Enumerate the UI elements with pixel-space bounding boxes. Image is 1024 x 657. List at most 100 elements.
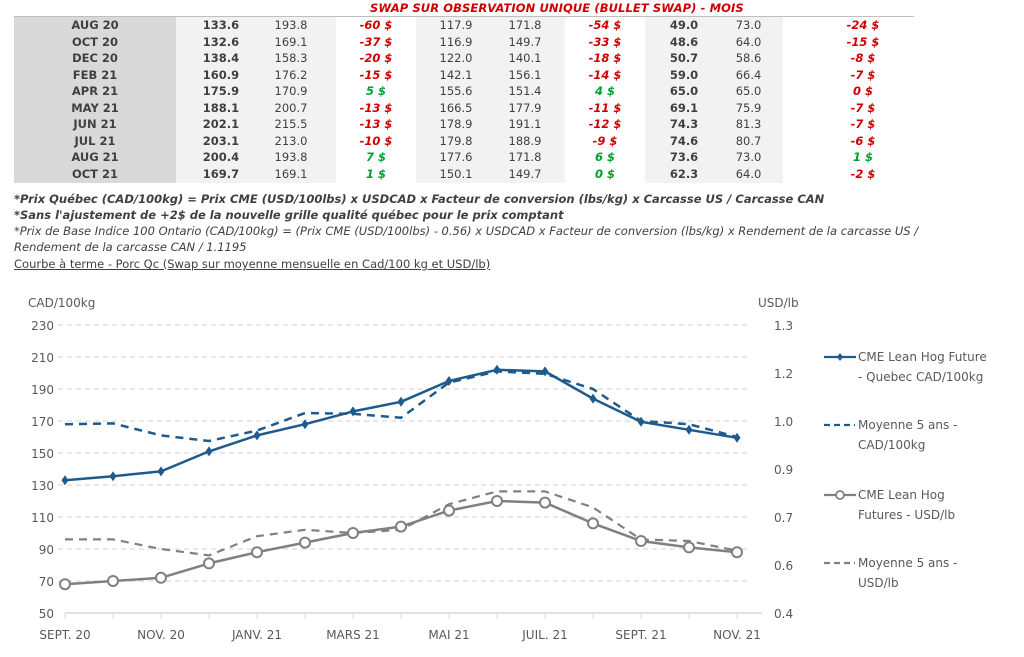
legend-label-line1: CME Lean Hog bbox=[858, 488, 945, 502]
data-point bbox=[109, 471, 117, 482]
data-point bbox=[59, 578, 71, 591]
forward-curve-chart: CAD/100kg USD/lb 50 70 90 110 130 150 170 190 21… bbox=[28, 296, 987, 642]
cell-ont-avg: 177.9 bbox=[508, 100, 542, 115]
cell-ont: 122.0 bbox=[439, 51, 473, 65]
y-tick-label: 50 bbox=[39, 607, 54, 621]
y-axis-label-right: USD/lb bbox=[758, 296, 799, 310]
table-row: JUL 21 203.1 213.0 -10 $ 179.8 188.9 -9 $ 74.6 8… bbox=[14, 133, 914, 150]
cell-usd: 69.1 bbox=[669, 100, 699, 115]
legend-marker-circle bbox=[835, 490, 845, 500]
y-tick-label: 90 bbox=[39, 543, 54, 557]
cell-qc-avg: 169.1 bbox=[274, 166, 308, 181]
cell-qc-diff: -60 $ bbox=[359, 18, 393, 32]
table-row: JUN 21 202.1 215.5 -13 $ 178.9 191.1 -12 $ 74.3… bbox=[14, 116, 914, 133]
cell-ont-avg: 149.7 bbox=[508, 34, 542, 49]
cell-qc: 169.7 bbox=[202, 166, 240, 181]
y2-tick-label: 1.3 bbox=[774, 319, 793, 333]
cell-month: AUG 20 bbox=[71, 18, 119, 32]
cell-ont-diff: -9 $ bbox=[592, 133, 618, 148]
data-point bbox=[397, 396, 405, 407]
cell-ont: 179.8 bbox=[439, 133, 473, 148]
table-row: FEB 21 160.9 176.2 -15 $ 142.1 156.1 -14 $ 59.0… bbox=[14, 67, 914, 84]
cell-ont-diff: -54 $ bbox=[588, 18, 622, 32]
cell-ont-diff: -18 $ bbox=[588, 51, 622, 65]
data-point bbox=[589, 393, 597, 404]
cell-qc: 202.1 bbox=[202, 117, 240, 131]
cell-ont: 166.5 bbox=[439, 100, 473, 115]
note-rendement: Rendement de la carcasse CAN / 1.1195 bbox=[14, 240, 247, 254]
table-row: AUG 21 200.4 193.8 7 $ 177.6 171.8 6 $ 73.6 73.0… bbox=[14, 149, 914, 166]
x-tick-label: MARS 21 bbox=[326, 628, 380, 642]
y2-tick-label: 1.2 bbox=[774, 367, 793, 381]
x-tick-label: JUIL. 21 bbox=[521, 628, 567, 642]
cell-ont-diff: -11 $ bbox=[588, 100, 622, 115]
cell-usd: 59.0 bbox=[669, 67, 699, 82]
data-point bbox=[157, 466, 165, 477]
cell-usd: 73.6 bbox=[669, 150, 699, 164]
legend-marker-diamond bbox=[837, 353, 843, 361]
y2-tick-label: 0.7 bbox=[774, 511, 793, 525]
cell-ont-diff: -14 $ bbox=[588, 67, 622, 82]
table-top-border bbox=[14, 16, 914, 17]
cell-usd-diff: -8 $ bbox=[850, 51, 876, 65]
data-point bbox=[349, 406, 357, 417]
legend-label-line1: Moyenne 5 ans - bbox=[858, 418, 957, 432]
data-point bbox=[685, 424, 693, 435]
y-tick-label: 130 bbox=[31, 479, 54, 493]
cell-usd-diff: -7 $ bbox=[850, 117, 876, 131]
data-point bbox=[587, 517, 599, 530]
data-point bbox=[205, 446, 213, 457]
cell-usd: 48.6 bbox=[669, 34, 699, 49]
x-tick-label: JANV. 21 bbox=[231, 628, 282, 642]
cell-ont-diff: -33 $ bbox=[588, 34, 622, 49]
cell-qc-diff: -37 $ bbox=[359, 34, 393, 49]
cell-qc-diff: -10 $ bbox=[359, 133, 393, 148]
cell-usd-avg: 75.9 bbox=[735, 100, 762, 115]
series-line-dashed bbox=[64, 370, 738, 443]
cell-qc-diff: 7 $ bbox=[365, 150, 386, 164]
cell-qc-diff: 5 $ bbox=[365, 84, 386, 98]
cell-usd-diff: -6 $ bbox=[850, 133, 876, 148]
cell-ont-avg: 188.9 bbox=[508, 133, 542, 148]
cell-usd-avg: 58.6 bbox=[735, 51, 762, 65]
data-point bbox=[541, 366, 549, 377]
cell-usd: 50.7 bbox=[669, 51, 699, 65]
cell-month: AUG 21 bbox=[71, 150, 119, 164]
cell-ont-avg: 191.1 bbox=[508, 117, 542, 131]
data-point bbox=[539, 496, 551, 509]
x-tick-label: NOV. 21 bbox=[713, 628, 761, 642]
cell-ont-avg: 151.4 bbox=[508, 84, 542, 98]
cell-ont-diff: 6 $ bbox=[594, 150, 615, 164]
cell-usd-avg: 64.0 bbox=[735, 34, 762, 49]
cell-usd-diff: -24 $ bbox=[846, 18, 880, 32]
cell-usd: 74.6 bbox=[669, 133, 699, 148]
legend-label-line2: - Quebec CAD/100kg bbox=[858, 370, 983, 384]
y-tick-label: 210 bbox=[31, 351, 54, 365]
cell-qc-avg: 176.2 bbox=[274, 67, 308, 82]
cell-qc-diff: -15 $ bbox=[359, 67, 393, 82]
cell-month: DEC 20 bbox=[72, 51, 118, 65]
data-point bbox=[493, 364, 501, 375]
y-tick-label: 190 bbox=[31, 383, 54, 397]
data-point bbox=[637, 416, 645, 427]
cell-month: OCT 20 bbox=[71, 34, 119, 49]
data-point bbox=[203, 557, 215, 570]
cell-usd-diff: -7 $ bbox=[850, 100, 876, 115]
cell-usd-avg: 81.3 bbox=[735, 117, 762, 131]
table-row: MAY 21 188.1 200.7 -13 $ 166.5 177.9 -11 $ 69.1… bbox=[14, 100, 914, 117]
cell-month: JUL 21 bbox=[74, 133, 116, 148]
y-tick-label: 170 bbox=[31, 415, 54, 429]
cell-usd-diff: -7 $ bbox=[850, 67, 876, 82]
cell-month: MAY 21 bbox=[71, 100, 119, 115]
cell-qc-avg: 213.0 bbox=[274, 133, 308, 148]
cell-qc: 188.1 bbox=[202, 100, 240, 115]
table-row: DEC 20 138.4 158.3 -20 $ 122.0 140.1 -18 $ 50.7… bbox=[14, 50, 914, 67]
data-point bbox=[251, 546, 263, 559]
cell-ont: 150.1 bbox=[439, 166, 473, 181]
legend-item: Moyenne 5 ans - USD/lb bbox=[824, 556, 957, 590]
cell-qc-avg: 193.8 bbox=[274, 18, 308, 32]
legend-item: Moyenne 5 ans - CAD/100kg bbox=[824, 418, 957, 452]
cell-qc-diff: -13 $ bbox=[359, 100, 393, 115]
cell-qc-diff: -13 $ bbox=[359, 117, 393, 131]
cell-qc-diff: -20 $ bbox=[359, 51, 393, 65]
